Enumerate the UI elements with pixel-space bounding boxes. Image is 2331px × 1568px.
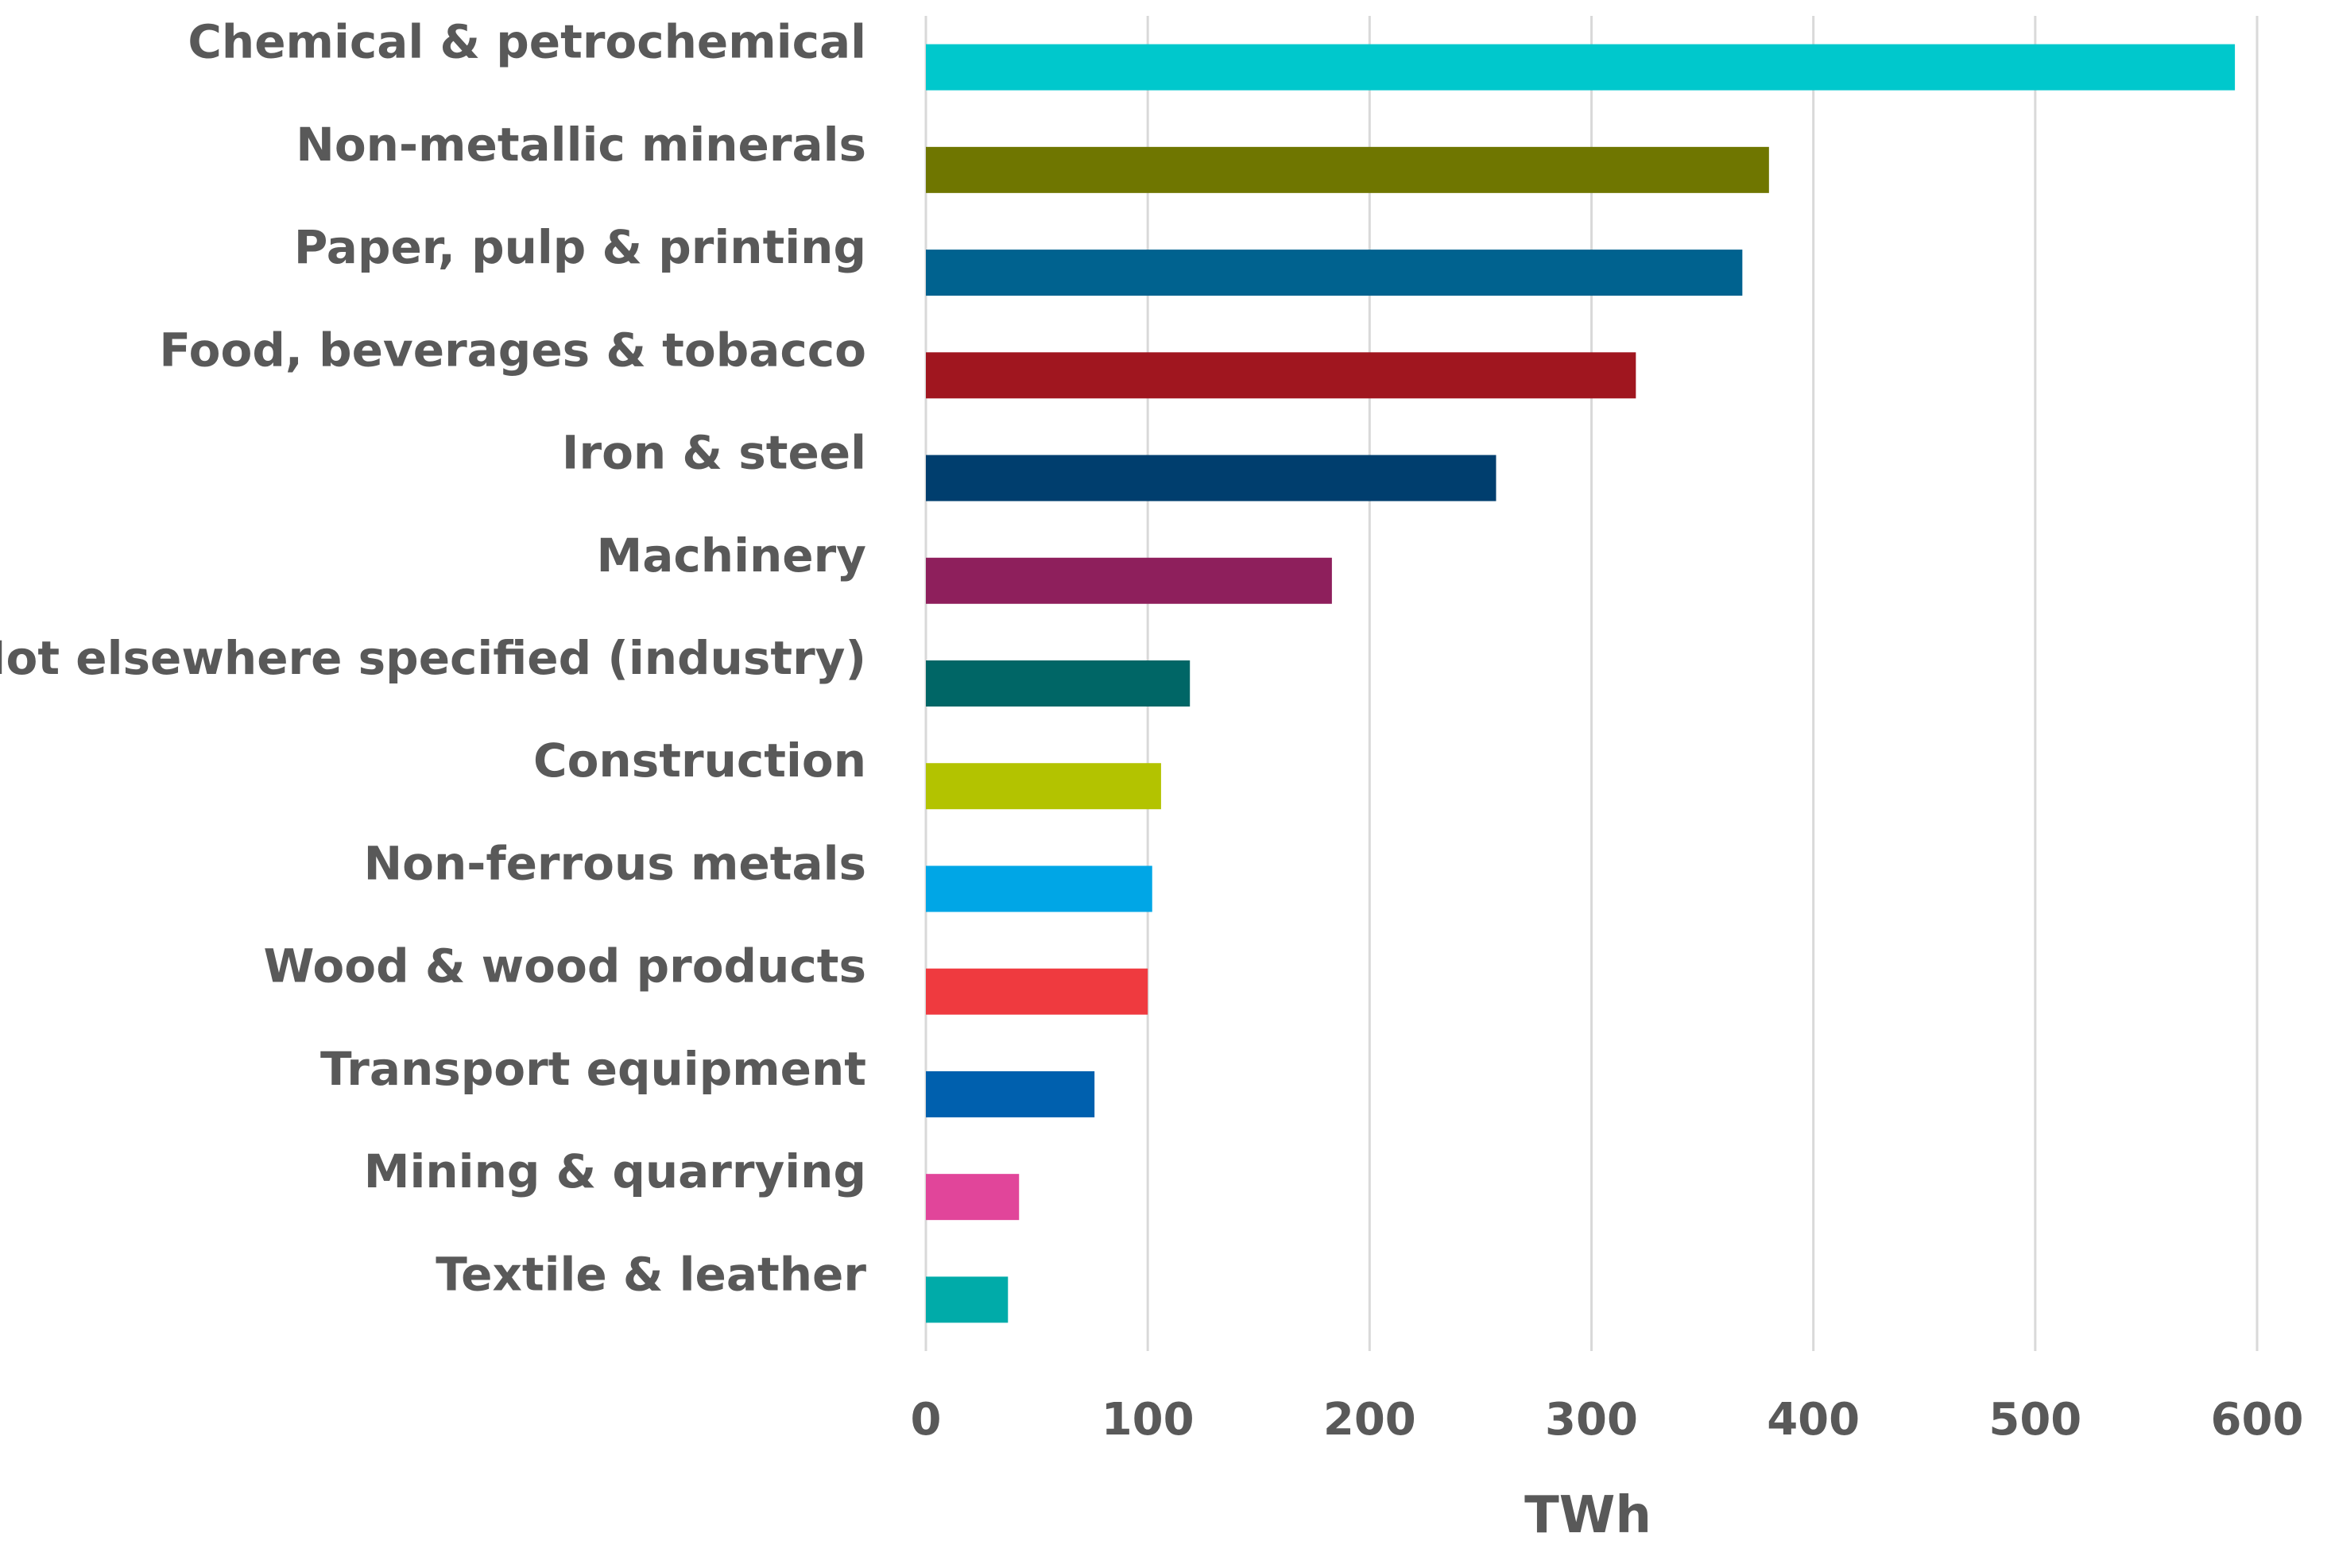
bar <box>926 44 2236 91</box>
category-label: Not elsewhere specified (industry) <box>0 631 866 685</box>
bar <box>926 557 1332 604</box>
category-label: Non-metallic minerals <box>296 118 866 172</box>
x-tick-label: 100 <box>1102 1394 1195 1446</box>
category-label: Chemical & petrochemical <box>188 15 866 69</box>
bar <box>926 250 1743 296</box>
category-label: Transport equipment <box>320 1042 866 1096</box>
category-labels: Chemical & petrochemical Non-metallic min… <box>0 15 866 1302</box>
bar <box>926 1070 1095 1117</box>
category-label: Machinery <box>597 528 866 583</box>
x-tick-labels: 0 100 200 300 400 500 600 <box>911 1394 2304 1446</box>
bar <box>926 455 1497 501</box>
x-tick-label: 400 <box>1767 1394 1860 1446</box>
category-label: Textile & leather <box>436 1247 866 1301</box>
category-label: Construction <box>533 734 866 788</box>
category-label: Mining & quarrying <box>364 1144 866 1198</box>
bars <box>926 44 2236 1323</box>
x-tick-label: 0 <box>911 1394 942 1446</box>
bar <box>926 660 1191 707</box>
bar <box>926 1174 1020 1221</box>
x-axis-title: TWh <box>1524 1486 1651 1545</box>
category-label: Wood & wood products <box>264 939 866 993</box>
bar <box>926 1276 1009 1323</box>
category-label: Food, beverages & tobacco <box>159 323 866 377</box>
x-tick-label: 500 <box>1988 1394 2081 1446</box>
x-tick-label: 200 <box>1323 1394 1416 1446</box>
x-tick-label: 600 <box>2211 1394 2304 1446</box>
bar <box>926 146 1769 193</box>
category-label: Paper, pulp & printing <box>294 220 866 274</box>
gridlines <box>924 16 2259 1351</box>
category-label: Non-ferrous metals <box>364 836 866 890</box>
bar <box>926 763 1161 810</box>
category-label: Iron & steel <box>562 426 866 480</box>
x-tick-label: 300 <box>1545 1394 1638 1446</box>
bar <box>926 352 1636 399</box>
bar <box>926 968 1148 1015</box>
bar <box>926 865 1152 912</box>
